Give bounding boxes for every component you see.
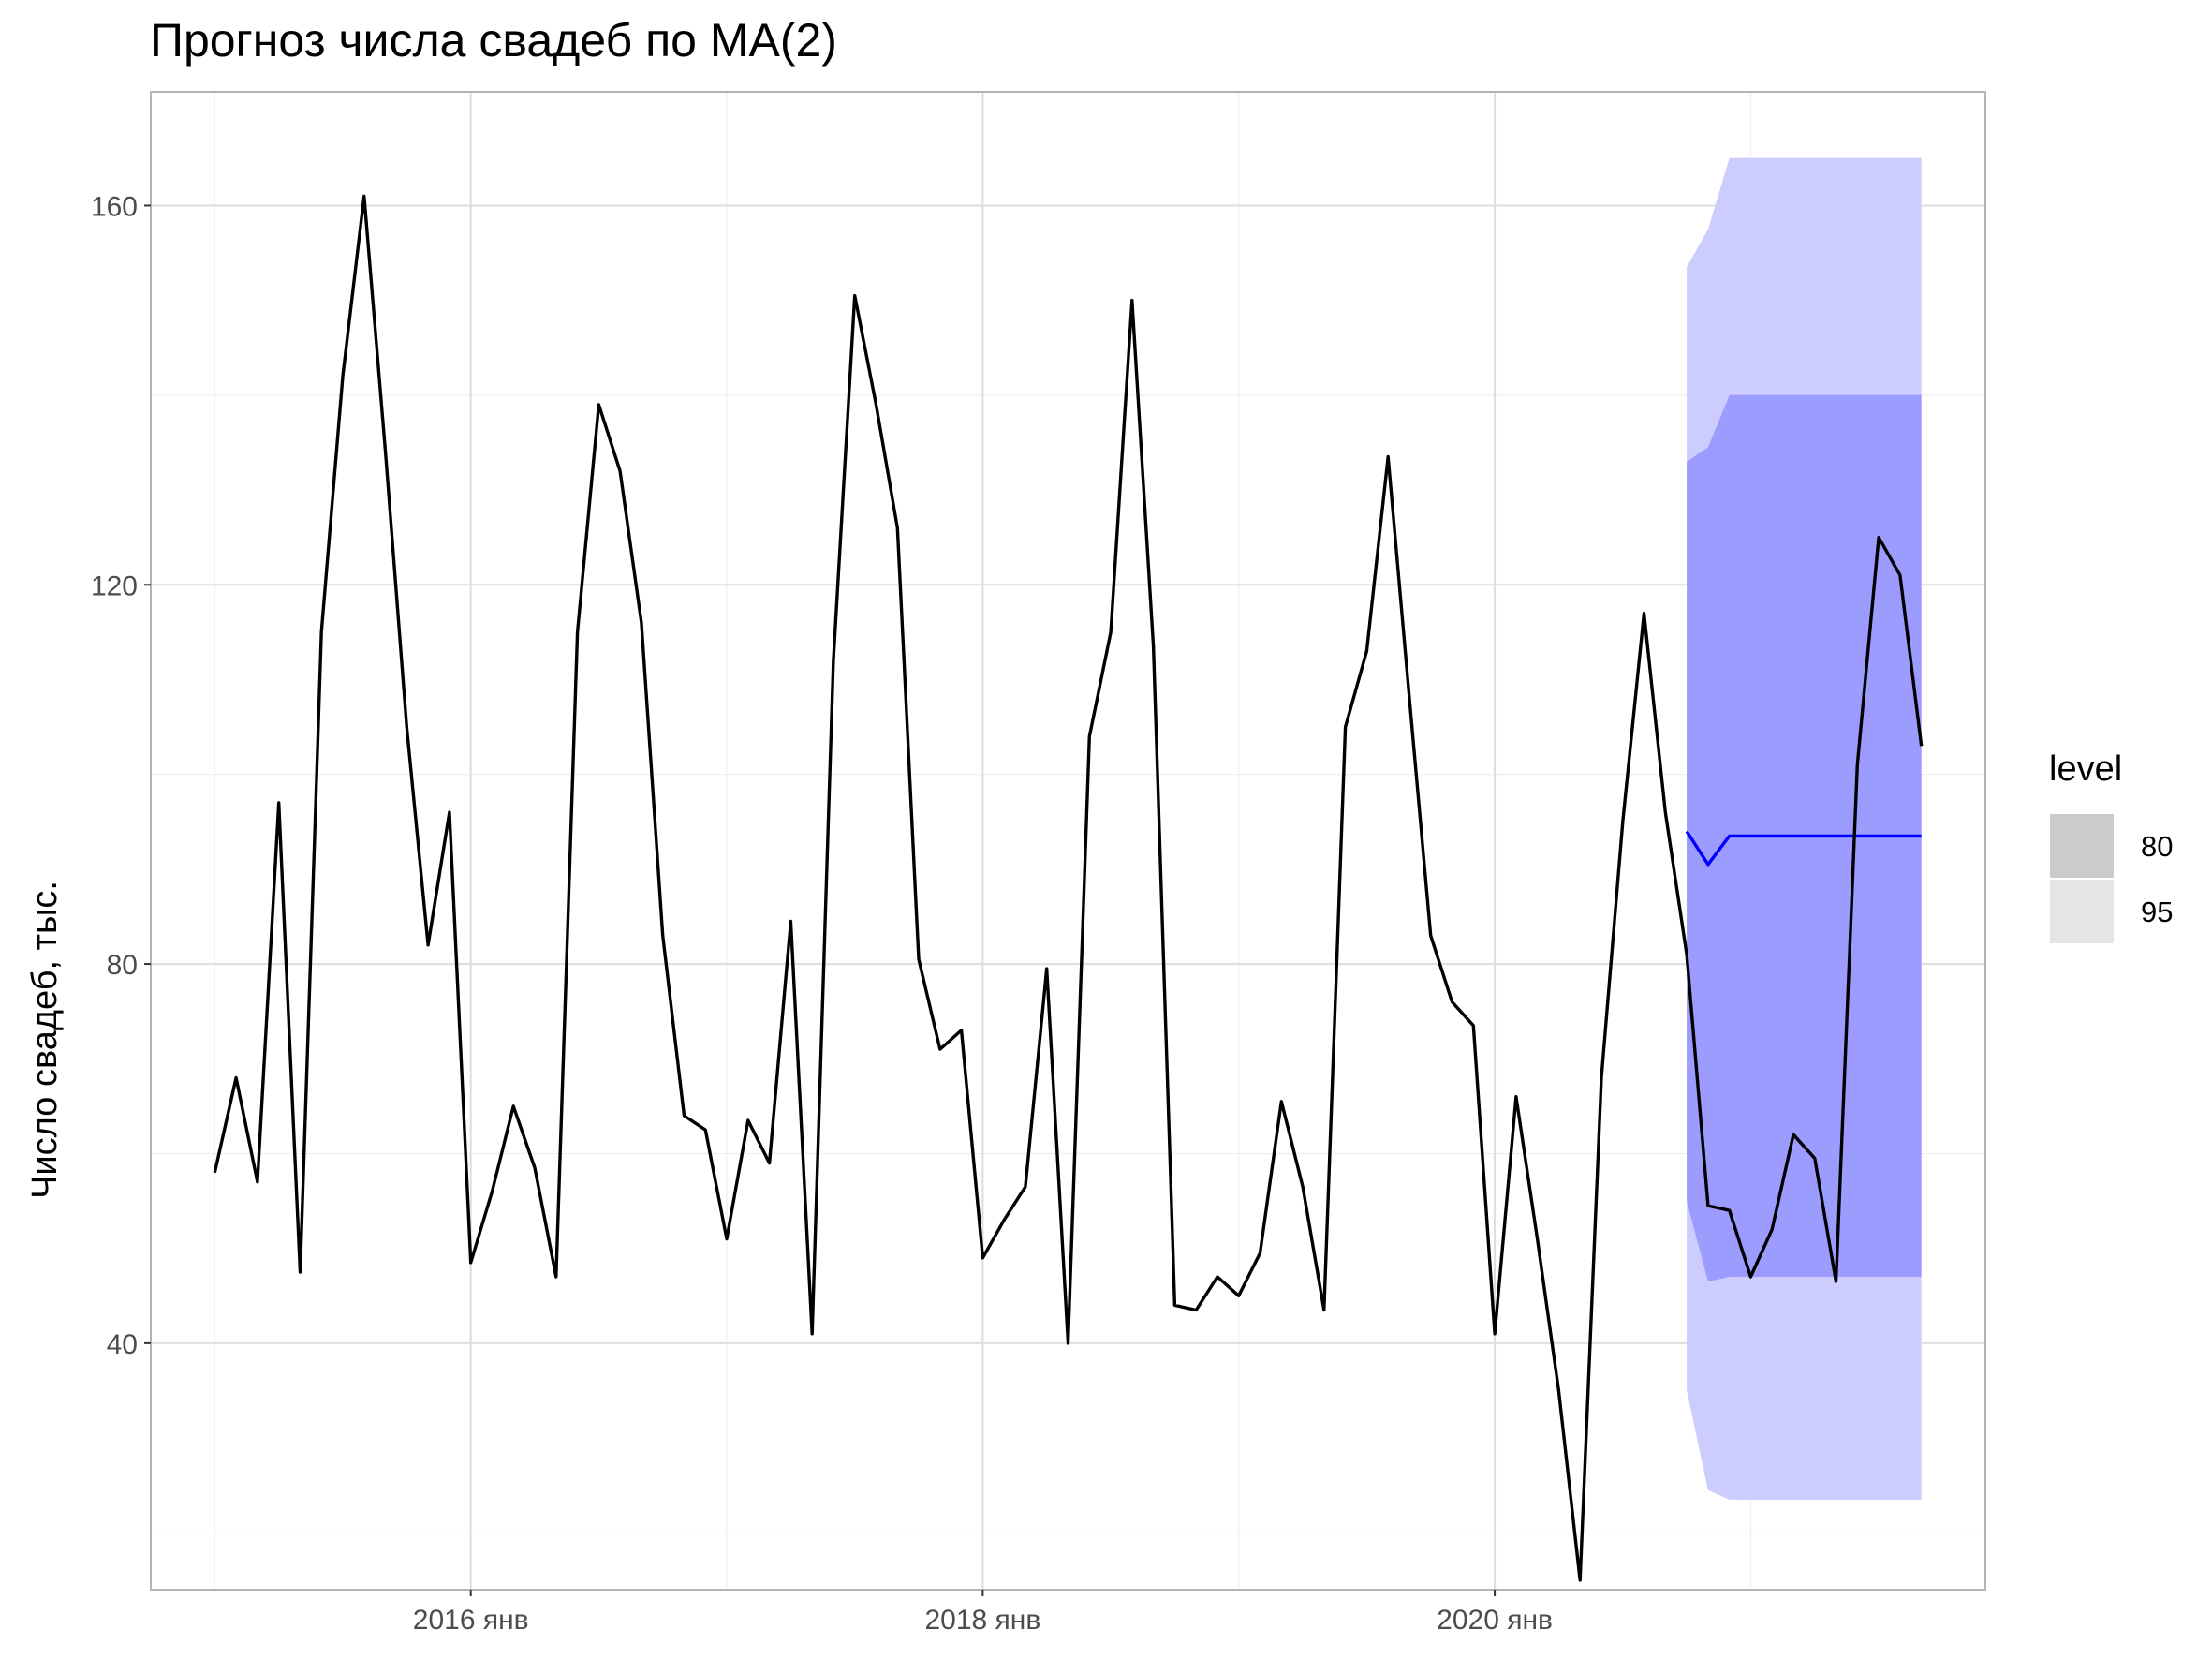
forecast-interval-bands <box>1687 157 1922 1500</box>
legend-key-95 <box>2048 878 2116 945</box>
legend: level 80 95 <box>2048 749 2173 945</box>
y-tick-label: 120 <box>91 570 138 601</box>
y-axis-title: Число свадеб, тыс. <box>25 881 65 1199</box>
legend-title: level <box>2049 749 2122 789</box>
y-axis: 40 80 120 160 <box>91 191 151 1360</box>
actual-series-line <box>213 194 1924 1582</box>
band-80 <box>1687 394 1922 1282</box>
legend-label-80: 80 <box>2141 830 2173 863</box>
y-tick-label: 160 <box>91 191 138 222</box>
series-lines <box>213 194 1924 1582</box>
chart-title: Прогноз числа свадеб по MA(2) <box>150 14 837 67</box>
y-tick-label: 40 <box>107 1329 138 1360</box>
legend-key-80 <box>2048 812 2116 880</box>
x-tick-label: 2016 янв <box>413 1605 529 1636</box>
legend-label-95: 95 <box>2141 896 2173 928</box>
major-gridlines <box>151 92 1985 1590</box>
y-tick-label: 80 <box>107 950 138 981</box>
forecast-mean-line <box>1685 830 1922 867</box>
x-tick-label: 2018 янв <box>924 1605 1040 1636</box>
x-axis: 2016 янв 2018 янв 2020 янв <box>413 1590 1553 1636</box>
x-tick-label: 2020 янв <box>1437 1605 1553 1636</box>
plot-panel-border <box>150 91 1986 1591</box>
